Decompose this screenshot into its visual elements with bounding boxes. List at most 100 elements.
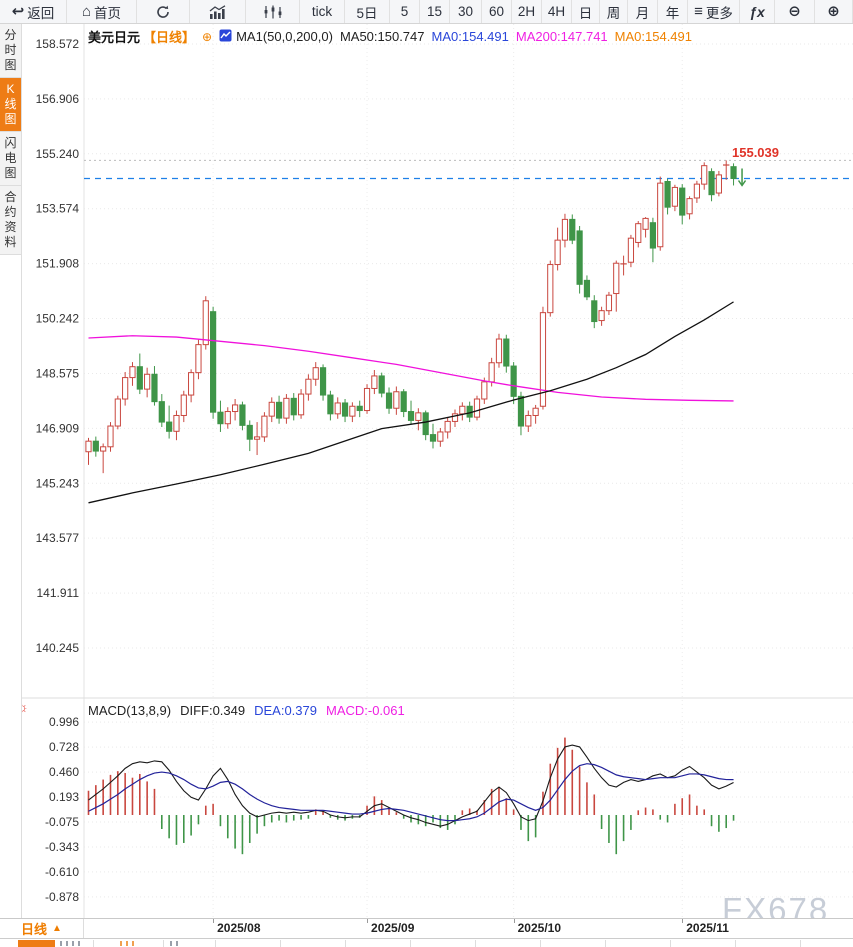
kline-chart-button[interactable]: [246, 0, 300, 23]
home-button-icon: ⌂: [81, 3, 92, 20]
sidebar-item-闪电图[interactable]: 闪电图: [0, 132, 21, 186]
diff-line: [88, 744, 734, 827]
time-axis-label: 2025/08: [217, 921, 261, 935]
period-day-button[interactable]: 日: [572, 0, 600, 23]
sidebar-item-char: 电: [4, 151, 17, 165]
quote-tab-active[interactable]: [18, 940, 55, 947]
back-button-icon: ↩: [11, 3, 25, 20]
pane-frame: [22, 24, 853, 918]
svg-text:0.728: 0.728: [49, 740, 79, 754]
column-divider: [735, 940, 736, 947]
time-axis-row: 日线 ▲ 2025/08 2025/09 2025/10 2025/11: [0, 918, 853, 938]
period-5m-button[interactable]: 5: [390, 0, 420, 23]
period-year-button[interactable]: 年: [658, 0, 688, 23]
sidebar-item-char: 图: [4, 166, 17, 180]
sidebar-item-char: 时: [4, 43, 17, 57]
back-button-label: 返回: [27, 5, 55, 21]
sidebar-item-char: 图: [4, 58, 17, 72]
back-button[interactable]: ↩ 返回: [0, 0, 67, 23]
column-divider: [93, 940, 94, 947]
bar-chart-button[interactable]: [190, 0, 246, 23]
period-week-button[interactable]: 周: [600, 0, 628, 23]
time-axis-tick: [213, 919, 215, 923]
period-5d-button[interactable]: 5日: [345, 0, 390, 23]
column-divider: [345, 940, 346, 947]
period-30m-button[interactable]: 30: [450, 0, 482, 23]
macd-histogram: [87, 737, 735, 855]
chevron-up-icon: ▲: [52, 923, 62, 934]
svg-text:-0.610: -0.610: [45, 865, 79, 879]
period-month-button-label: 月: [635, 5, 650, 21]
sidebar-item-char: 合: [4, 190, 17, 204]
time-axis-tick: [367, 919, 369, 923]
zoom-out-button[interactable]: ⊖: [775, 0, 815, 23]
svg-text:150.242: 150.242: [36, 312, 80, 326]
tick-button[interactable]: tick: [300, 0, 345, 23]
period-2h-button[interactable]: 2H: [512, 0, 542, 23]
zoom-in-button-icon: ⊕: [827, 3, 840, 20]
quote-list-clipped-row: [0, 938, 853, 947]
svg-text:145.243: 145.243: [36, 476, 80, 490]
chart-markers: [737, 168, 747, 187]
zoom-in-button[interactable]: ⊕: [815, 0, 853, 23]
period-15m-button[interactable]: 15: [420, 0, 450, 23]
sidebar-item-char: 闪: [4, 136, 17, 150]
sidebar-item-合约资料[interactable]: 合约资料: [0, 186, 21, 255]
period-30m-button-label: 30: [457, 4, 474, 19]
svg-text:155.240: 155.240: [36, 147, 80, 161]
tick-button-label: tick: [311, 4, 333, 19]
clipped-text-fragment: [126, 941, 128, 946]
sidebar-item-char: 料: [4, 235, 17, 249]
period-60m-button[interactable]: 60: [482, 0, 512, 23]
clipped-text-fragment: [120, 941, 122, 946]
period-4h-button[interactable]: 4H: [542, 0, 572, 23]
period-year-button-label: 年: [665, 5, 680, 21]
time-axis-label: 2025/11: [686, 921, 729, 935]
clipped-text-fragment: [132, 941, 134, 946]
svg-text:-0.343: -0.343: [45, 840, 79, 854]
month-gridlines: [212, 24, 683, 918]
svg-text:0.193: 0.193: [49, 790, 79, 804]
high-price-label: 155.039: [731, 145, 780, 160]
column-divider: [215, 940, 216, 947]
clipped-text-fragment: [60, 941, 62, 946]
sidebar-item-分时图[interactable]: 分时图: [0, 24, 21, 78]
column-divider: [800, 940, 801, 947]
home-button[interactable]: ⌂ 首页: [67, 0, 137, 23]
indicator-fx-button[interactable]: ƒx: [740, 0, 775, 23]
sidebar-item-char: 资: [4, 220, 17, 234]
indicator-fx-button-label: ƒx: [749, 3, 765, 20]
time-axis-label: 2025/09: [371, 921, 415, 935]
zoom-out-button-icon: ⊖: [788, 3, 801, 20]
svg-text:146.909: 146.909: [36, 421, 80, 435]
more-button-icon: ≡: [694, 3, 703, 20]
more-button[interactable]: ≡ 更多: [688, 0, 740, 23]
svg-text:-0.878: -0.878: [45, 890, 79, 904]
candlestick-series: [85, 160, 737, 474]
sidebar-item-char: 约: [4, 205, 17, 219]
sidebar-item-char: K: [6, 82, 15, 96]
home-button-label: 首页: [94, 5, 122, 21]
macd-grid: [84, 721, 853, 898]
column-divider: [410, 940, 411, 947]
svg-text:141.911: 141.911: [37, 586, 80, 600]
clipped-text-fragment: [66, 941, 68, 946]
period-tab-daily[interactable]: 日线 ▲: [0, 919, 84, 938]
period-week-button-label: 周: [606, 5, 621, 21]
dea-line: [88, 763, 734, 822]
time-axis-tick: [682, 919, 684, 923]
refresh-button[interactable]: [137, 0, 190, 23]
svg-text:143.577: 143.577: [36, 531, 80, 545]
top-toolbar: ↩ 返回 ⌂ 首页 tick 5日 5 15 30 60 2H 4H 日周月年 ≡ 更多 ƒx ⊖ ⊕: [0, 0, 853, 24]
svg-text:0.996: 0.996: [49, 715, 79, 729]
time-axis-label: 2025/10: [517, 921, 562, 935]
period-month-button[interactable]: 月: [628, 0, 658, 23]
sidebar-item-char: 线: [4, 97, 17, 111]
price-chart-canvas[interactable]: 158.572 156.906 155.240 153.574 151.908 150.2…: [22, 24, 853, 946]
period-5d-button-label: 5日: [356, 5, 378, 21]
period-tab-label: 日线: [21, 922, 48, 937]
column-divider: [163, 940, 164, 947]
clipped-text-fragment: [170, 941, 172, 946]
period-60m-button-label: 60: [488, 4, 505, 19]
